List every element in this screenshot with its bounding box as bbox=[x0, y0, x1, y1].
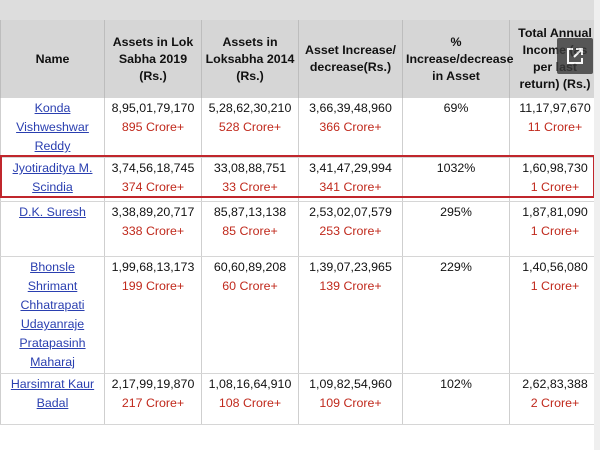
name-cell[interactable]: Jyotiraditya M. Scindia bbox=[0, 157, 105, 202]
assets-table: Name Assets in Lok Sabha 2019 (Rs.) Asse… bbox=[0, 20, 600, 425]
income-crore: 1 Crore+ bbox=[530, 279, 580, 293]
assets-2019-cell: 3,74,56,18,745 374 Crore+ bbox=[104, 157, 202, 202]
assets-2019-cell: 1,99,68,13,173 199 Crore+ bbox=[104, 256, 202, 374]
increase-value: 1,09,82,54,960 bbox=[309, 377, 392, 391]
mp-name-link[interactable]: Jyotiraditya M. Scindia bbox=[12, 161, 93, 194]
assets-2019-cell: 8,95,01,79,170 895 Crore+ bbox=[104, 98, 202, 158]
assets-2019-crore: 217 Crore+ bbox=[121, 396, 185, 410]
assets-2014-crore: 85 Crore+ bbox=[222, 224, 278, 238]
assets-2014-cell: 85,87,13,138 85 Crore+ bbox=[201, 201, 299, 257]
expand-icon bbox=[567, 48, 583, 64]
table-row: Harsimrat Kaur Badal 2,17,99,19,870 217 C… bbox=[0, 373, 600, 425]
assets-2019-value: 2,17,99,19,870 bbox=[111, 377, 195, 391]
income-crore: 11 Crore+ bbox=[527, 120, 583, 134]
table-row: Bhonsle Shrimant Chhatrapati Udayanraje … bbox=[0, 256, 600, 374]
header-assets-2019: Assets in Lok Sabha 2019 (Rs.) bbox=[104, 20, 202, 98]
income-cell: 1,87,81,090 1 Crore+ bbox=[509, 201, 600, 257]
assets-2014-cell: 33,08,88,751 33 Crore+ bbox=[201, 157, 299, 202]
assets-2014-value: 5,28,62,30,210 bbox=[208, 101, 292, 115]
assets-2014-crore: 108 Crore+ bbox=[218, 396, 282, 410]
assets-2019-crore: 338 Crore+ bbox=[121, 224, 185, 238]
header-percent-change: % Increase/decrease in Asset bbox=[402, 20, 513, 98]
income-cell: 1,60,98,730 1 Crore+ bbox=[509, 157, 600, 202]
assets-2019-value: 3,74,56,18,745 bbox=[111, 161, 195, 175]
table-header-row: Name Assets in Lok Sabha 2019 (Rs.) Asse… bbox=[0, 20, 600, 98]
increase-value: 2,53,02,07,579 bbox=[309, 205, 392, 219]
table-row: Jyotiraditya M. Scindia 3,74,56,18,745 37… bbox=[0, 157, 600, 202]
increase-cell: 2,53,02,07,579 253 Crore+ bbox=[298, 201, 403, 257]
assets-2014-cell: 1,08,16,64,910 108 Crore+ bbox=[201, 373, 299, 425]
increase-cell: 3,66,39,48,960 366 Crore+ bbox=[298, 98, 403, 158]
header-asset-increase: Asset Increase/ decrease(Rs.) bbox=[298, 20, 403, 98]
assets-2014-crore: 60 Crore+ bbox=[222, 279, 278, 293]
name-cell[interactable]: Harsimrat Kaur Badal bbox=[0, 373, 105, 425]
income-value: 2,62,83,388 bbox=[522, 377, 588, 391]
table-row: D.K. Suresh 3,38,89,20,717 338 Crore+ 85,… bbox=[0, 201, 600, 257]
right-edge-shadow bbox=[594, 0, 600, 450]
mp-name-link[interactable]: Harsimrat Kaur Badal bbox=[10, 377, 95, 410]
increase-cell: 1,09,82,54,960 109 Crore+ bbox=[298, 373, 403, 425]
income-crore: 1 Crore+ bbox=[530, 180, 580, 194]
assets-2019-cell: 3,38,89,20,717 338 Crore+ bbox=[104, 201, 202, 257]
percent-cell: 102% bbox=[402, 373, 510, 425]
mp-name-link[interactable]: D.K. Suresh bbox=[19, 205, 86, 219]
increase-crore: 341 Crore+ bbox=[319, 180, 382, 194]
increase-value: 3,41,47,29,994 bbox=[309, 161, 392, 175]
income-value: 1,60,98,730 bbox=[522, 161, 588, 175]
assets-2014-crore: 33 Crore+ bbox=[222, 180, 278, 194]
percent-cell: 295% bbox=[402, 201, 510, 257]
assets-2014-crore: 528 Crore+ bbox=[218, 120, 282, 134]
name-cell[interactable]: D.K. Suresh bbox=[0, 201, 105, 257]
assets-2014-value: 1,08,16,64,910 bbox=[208, 377, 292, 391]
mp-name-link[interactable]: Bhonsle Shrimant Chhatrapati Udayanraje … bbox=[19, 260, 86, 369]
increase-cell: 3,41,47,29,994 341 Crore+ bbox=[298, 157, 403, 202]
income-crore: 2 Crore+ bbox=[530, 396, 580, 410]
assets-2019-value: 8,95,01,79,170 bbox=[111, 101, 195, 115]
assets-2014-cell: 5,28,62,30,210 528 Crore+ bbox=[201, 98, 299, 158]
header-name: Name bbox=[0, 20, 105, 98]
income-cell: 1,40,56,080 1 Crore+ bbox=[509, 256, 600, 374]
mp-name-link[interactable]: Konda Vishweshwar Reddy bbox=[16, 101, 89, 153]
table-row: Konda Vishweshwar Reddy 8,95,01,79,170 89… bbox=[0, 98, 600, 158]
income-cell: 2,62,83,388 2 Crore+ bbox=[509, 373, 600, 425]
increase-crore: 253 Crore+ bbox=[319, 224, 382, 238]
increase-crore: 366 Crore+ bbox=[319, 120, 382, 134]
assets-2014-value: 33,08,88,751 bbox=[213, 161, 287, 175]
assets-2019-cell: 2,17,99,19,870 217 Crore+ bbox=[104, 373, 202, 425]
assets-2014-value: 85,87,13,138 bbox=[213, 205, 287, 219]
increase-crore: 109 Crore+ bbox=[319, 396, 382, 410]
header-assets-2014: Assets in Loksabha 2014 (Rs.) bbox=[201, 20, 299, 98]
income-cell: 11,17,97,670 11 Crore+ bbox=[509, 98, 600, 158]
increase-crore: 139 Crore+ bbox=[319, 279, 382, 293]
income-crore: 1 Crore+ bbox=[530, 224, 580, 238]
income-value: 1,40,56,080 bbox=[522, 260, 588, 274]
assets-2019-crore: 199 Crore+ bbox=[121, 279, 185, 293]
assets-2019-crore: 374 Crore+ bbox=[121, 180, 185, 194]
assets-2014-value: 60,60,89,208 bbox=[213, 260, 287, 274]
name-cell[interactable]: Konda Vishweshwar Reddy bbox=[0, 98, 105, 158]
increase-value: 1,39,07,23,965 bbox=[309, 260, 392, 274]
assets-2014-cell: 60,60,89,208 60 Crore+ bbox=[201, 256, 299, 374]
expand-button[interactable] bbox=[557, 38, 593, 74]
income-value: 1,87,81,090 bbox=[522, 205, 588, 219]
assets-2019-value: 1,99,68,13,173 bbox=[111, 260, 195, 274]
assets-2019-crore: 895 Crore+ bbox=[121, 120, 185, 134]
cropped-top-edge bbox=[0, 0, 600, 20]
percent-cell: 229% bbox=[402, 256, 510, 374]
increase-value: 3,66,39,48,960 bbox=[309, 101, 392, 115]
increase-cell: 1,39,07,23,965 139 Crore+ bbox=[298, 256, 403, 374]
percent-cell: 69% bbox=[402, 98, 510, 158]
income-value: 11,17,97,670 bbox=[519, 101, 591, 115]
assets-2019-value: 3,38,89,20,717 bbox=[111, 205, 195, 219]
percent-cell: 1032% bbox=[402, 157, 510, 202]
name-cell[interactable]: Bhonsle Shrimant Chhatrapati Udayanraje … bbox=[0, 256, 105, 374]
